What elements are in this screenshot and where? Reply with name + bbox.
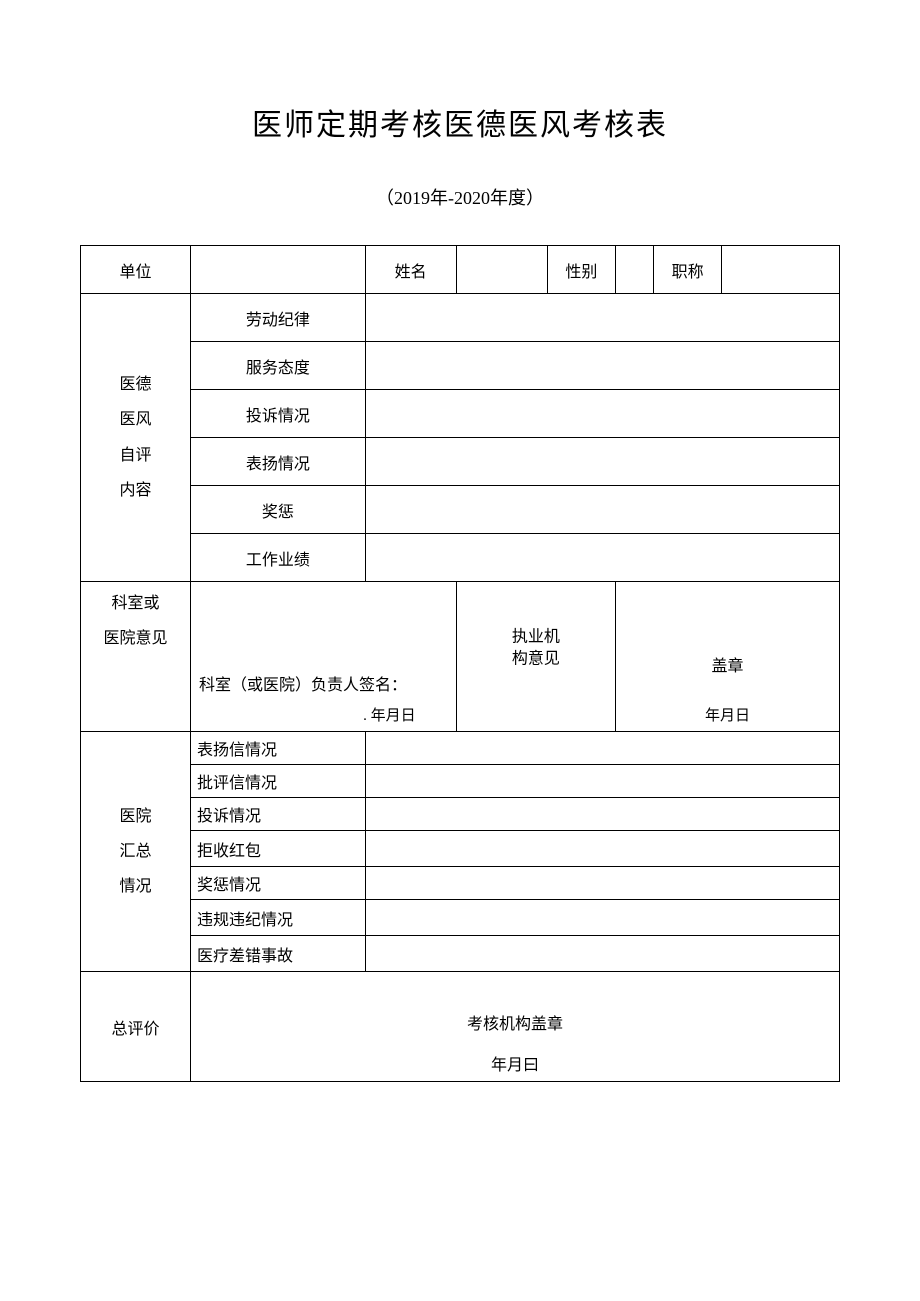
gender-value bbox=[616, 246, 654, 294]
name-label: 姓名 bbox=[365, 246, 456, 294]
table-row: 工作业绩 bbox=[81, 534, 840, 582]
self-eval-item-value bbox=[365, 486, 839, 534]
dept-signature-line: 科室（或医院）负责人签名： bbox=[199, 671, 407, 695]
hospital-summary-label: 医院汇总情况 bbox=[81, 732, 191, 972]
exec-stamp-text: 盖章 bbox=[712, 652, 744, 676]
self-eval-item-label: 表扬情况 bbox=[191, 438, 366, 486]
exec-opinion-label: 执业机构意见 bbox=[512, 627, 560, 672]
self-eval-item-value bbox=[365, 438, 839, 486]
unit-value bbox=[191, 246, 366, 294]
opinion-row: 科室或医院意见 科室（或医院）负责人签名： . 年月日 执业机构意见 盖章 年月… bbox=[81, 582, 840, 732]
assessment-table: 单位 姓名 性别 职称 医德医风自评内容 劳动纪律 服务态度 投诉情况 表扬情况… bbox=[80, 245, 840, 1082]
table-row: 批评信情况 bbox=[81, 765, 840, 798]
exec-opinion-label-cell: 执业机构意见 bbox=[456, 582, 615, 732]
table-row: 表扬情况 bbox=[81, 438, 840, 486]
summary-item-label: 批评信情况 bbox=[191, 765, 366, 798]
self-eval-item-label: 服务态度 bbox=[191, 342, 366, 390]
self-eval-item-value bbox=[365, 342, 839, 390]
summary-item-label: 奖惩情况 bbox=[191, 867, 366, 900]
header-row: 单位 姓名 性别 职称 bbox=[81, 246, 840, 294]
table-row: 医院汇总情况 表扬信情况 bbox=[81, 732, 840, 765]
summary-item-value bbox=[365, 765, 839, 798]
doc-subtitle: （2019年-2020年度） bbox=[80, 184, 840, 210]
table-row: 投诉情况 bbox=[81, 390, 840, 438]
table-row: 违规违纪情况 bbox=[81, 900, 840, 936]
final-stamp-text: 考核机构盖章 bbox=[467, 1010, 563, 1034]
gender-label: 性别 bbox=[547, 246, 615, 294]
table-row: 医疗差错事故 bbox=[81, 936, 840, 972]
table-row: 奖惩 bbox=[81, 486, 840, 534]
name-value bbox=[456, 246, 547, 294]
summary-item-value bbox=[365, 831, 839, 867]
final-date: 年月曰 bbox=[491, 1051, 539, 1075]
table-row: 拒收红包 bbox=[81, 831, 840, 867]
table-row: 投诉情况 bbox=[81, 798, 840, 831]
titlepos-value bbox=[722, 246, 840, 294]
summary-item-value bbox=[365, 867, 839, 900]
table-row: 医德医风自评内容 劳动纪律 bbox=[81, 294, 840, 342]
titlepos-label: 职称 bbox=[654, 246, 722, 294]
summary-item-value bbox=[365, 798, 839, 831]
summary-item-value bbox=[365, 732, 839, 765]
summary-item-label: 违规违纪情况 bbox=[191, 900, 366, 936]
summary-item-value bbox=[365, 936, 839, 972]
summary-item-value bbox=[365, 900, 839, 936]
final-label: 总评价 bbox=[81, 972, 191, 1082]
self-eval-item-label: 投诉情况 bbox=[191, 390, 366, 438]
summary-item-label: 表扬信情况 bbox=[191, 732, 366, 765]
doc-title: 医师定期考核医德医风考核表 bbox=[80, 100, 840, 144]
summary-item-label: 拒收红包 bbox=[191, 831, 366, 867]
summary-item-label: 医疗差错事故 bbox=[191, 936, 366, 972]
self-eval-item-label: 劳动纪律 bbox=[191, 294, 366, 342]
exec-opinion-date: 年月日 bbox=[705, 704, 750, 725]
self-eval-item-label: 奖惩 bbox=[191, 486, 366, 534]
summary-item-label: 投诉情况 bbox=[191, 798, 366, 831]
dept-opinion-label: 科室或医院意见 bbox=[81, 582, 191, 732]
table-row: 奖惩情况 bbox=[81, 867, 840, 900]
self-eval-item-value bbox=[365, 534, 839, 582]
self-eval-section-label: 医德医风自评内容 bbox=[81, 294, 191, 582]
dept-opinion-date: . 年月日 bbox=[363, 704, 416, 725]
exec-opinion-content: 盖章 年月日 bbox=[616, 582, 840, 732]
dept-opinion-content: 科室（或医院）负责人签名： . 年月日 bbox=[191, 582, 457, 732]
final-content: 考核机构盖章 年月曰 bbox=[191, 972, 840, 1082]
self-eval-item-value bbox=[365, 390, 839, 438]
table-row: 服务态度 bbox=[81, 342, 840, 390]
final-row: 总评价 考核机构盖章 年月曰 bbox=[81, 972, 840, 1082]
self-eval-item-label: 工作业绩 bbox=[191, 534, 366, 582]
unit-label: 单位 bbox=[81, 246, 191, 294]
self-eval-item-value bbox=[365, 294, 839, 342]
